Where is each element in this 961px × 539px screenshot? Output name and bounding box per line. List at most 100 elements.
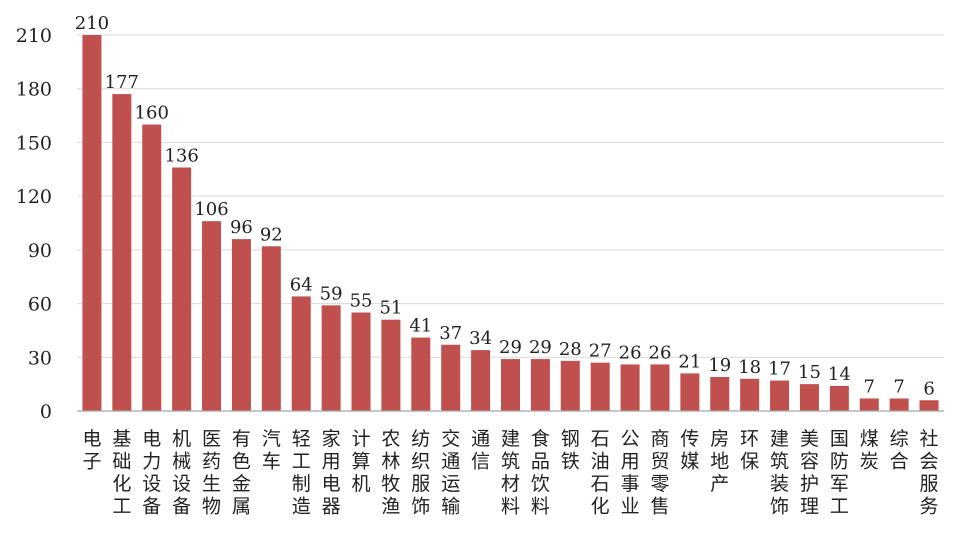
data-label: 210 <box>75 13 109 34</box>
data-label: 96 <box>230 217 253 238</box>
data-label: 27 <box>589 341 612 362</box>
y-tick-label: 90 <box>28 240 52 262</box>
x-tick-label: 电力设备 <box>142 428 161 518</box>
x-tick-label: 建筑材料 <box>501 428 520 518</box>
data-label: 160 <box>135 103 169 124</box>
bar <box>142 124 162 412</box>
x-tick-label: 环保 <box>740 428 759 473</box>
bar <box>261 246 281 411</box>
bar <box>919 400 939 411</box>
data-label: 92 <box>260 224 283 245</box>
data-label: 29 <box>529 337 552 358</box>
bar <box>829 385 849 411</box>
x-axis-ticks: 电子基础化工电力设备机械设备医药生物有色金属汽车轻工制造家用电器计算机农林牧渔纺… <box>82 428 938 518</box>
x-tick-label: 基础化工 <box>112 428 131 518</box>
x-tick-label: 国防军工 <box>830 428 849 518</box>
bar <box>82 35 102 411</box>
x-tick-label: 商贸零售 <box>650 428 669 518</box>
bar <box>381 319 401 411</box>
x-tick-label: 公用事业 <box>621 428 640 518</box>
data-label: 59 <box>320 283 343 304</box>
x-tick-label: 石油石化 <box>591 428 610 518</box>
y-tick-label: 0 <box>40 401 52 423</box>
data-label: 6 <box>923 378 934 399</box>
bar <box>710 376 730 411</box>
data-label: 51 <box>379 298 402 319</box>
data-label: 7 <box>893 376 904 397</box>
x-tick-label: 轻工制造 <box>292 428 311 518</box>
bar <box>650 364 670 411</box>
x-tick-label: 家用电器 <box>322 428 341 518</box>
x-tick-label: 计算机 <box>352 428 371 495</box>
y-tick-label: 180 <box>16 79 52 101</box>
bar <box>680 373 700 411</box>
x-tick-label: 美容护理 <box>800 428 819 518</box>
x-tick-label: 综合 <box>890 428 909 473</box>
x-tick-label: 建筑装饰 <box>770 428 789 518</box>
data-label: 17 <box>768 359 791 380</box>
bar <box>740 378 760 411</box>
x-tick-label: 电子 <box>82 428 101 473</box>
bar <box>799 384 819 411</box>
bar <box>859 398 879 411</box>
bar <box>620 364 640 411</box>
data-label: 34 <box>469 328 492 349</box>
bar <box>530 359 550 411</box>
data-label: 15 <box>798 362 821 383</box>
x-tick-label: 医药生物 <box>202 428 221 518</box>
bar <box>231 239 251 411</box>
x-tick-label: 煤炭 <box>860 428 879 473</box>
bar <box>291 296 311 411</box>
x-tick-label: 机械设备 <box>172 428 191 518</box>
x-tick-label: 社会服务 <box>920 428 939 518</box>
y-tick-label: 210 <box>16 25 52 47</box>
y-tick-label: 120 <box>16 186 52 208</box>
x-tick-label: 有色金属 <box>232 428 251 518</box>
data-label: 41 <box>409 316 432 337</box>
bar <box>501 359 520 411</box>
x-tick-label: 钢铁 <box>561 428 580 473</box>
data-label: 177 <box>105 72 139 93</box>
bar <box>560 360 580 411</box>
data-label: 26 <box>619 342 642 363</box>
x-tick-label: 汽车 <box>262 428 281 473</box>
data-label: 19 <box>708 355 731 376</box>
bar <box>411 337 431 411</box>
data-label: 18 <box>738 357 761 378</box>
data-label: 55 <box>350 291 373 312</box>
data-label: 21 <box>678 351 701 372</box>
x-tick-label: 传媒 <box>680 428 699 473</box>
data-label: 37 <box>439 323 462 344</box>
x-tick-label: 农林牧渔 <box>381 428 400 518</box>
data-label: 28 <box>559 339 582 360</box>
bar <box>889 398 909 411</box>
bar <box>441 344 461 411</box>
x-tick-label: 交通运输 <box>441 428 460 518</box>
bar <box>351 312 371 411</box>
bar <box>770 380 790 411</box>
y-tick-label: 150 <box>16 132 52 154</box>
data-label: 106 <box>194 199 228 220</box>
bar <box>172 167 192 411</box>
data-label: 64 <box>290 274 313 295</box>
bar <box>471 350 491 411</box>
x-tick-label: 房地产 <box>710 428 729 495</box>
data-label: 7 <box>864 376 875 397</box>
bar <box>202 221 222 411</box>
x-tick-label: 通信 <box>471 428 490 473</box>
data-label: 29 <box>499 337 522 358</box>
bar <box>112 94 132 411</box>
gridlines <box>77 34 944 358</box>
bars <box>82 35 939 412</box>
bar <box>321 305 341 411</box>
y-axis-ticks: 0 30 60 90 120 150 180 210 <box>16 25 52 423</box>
data-label: 26 <box>649 342 672 363</box>
y-tick-label: 30 <box>28 347 52 369</box>
y-tick-label: 60 <box>28 294 52 316</box>
data-label: 136 <box>164 145 198 166</box>
bar <box>590 362 610 411</box>
x-tick-label: 食品饮料 <box>531 428 550 518</box>
